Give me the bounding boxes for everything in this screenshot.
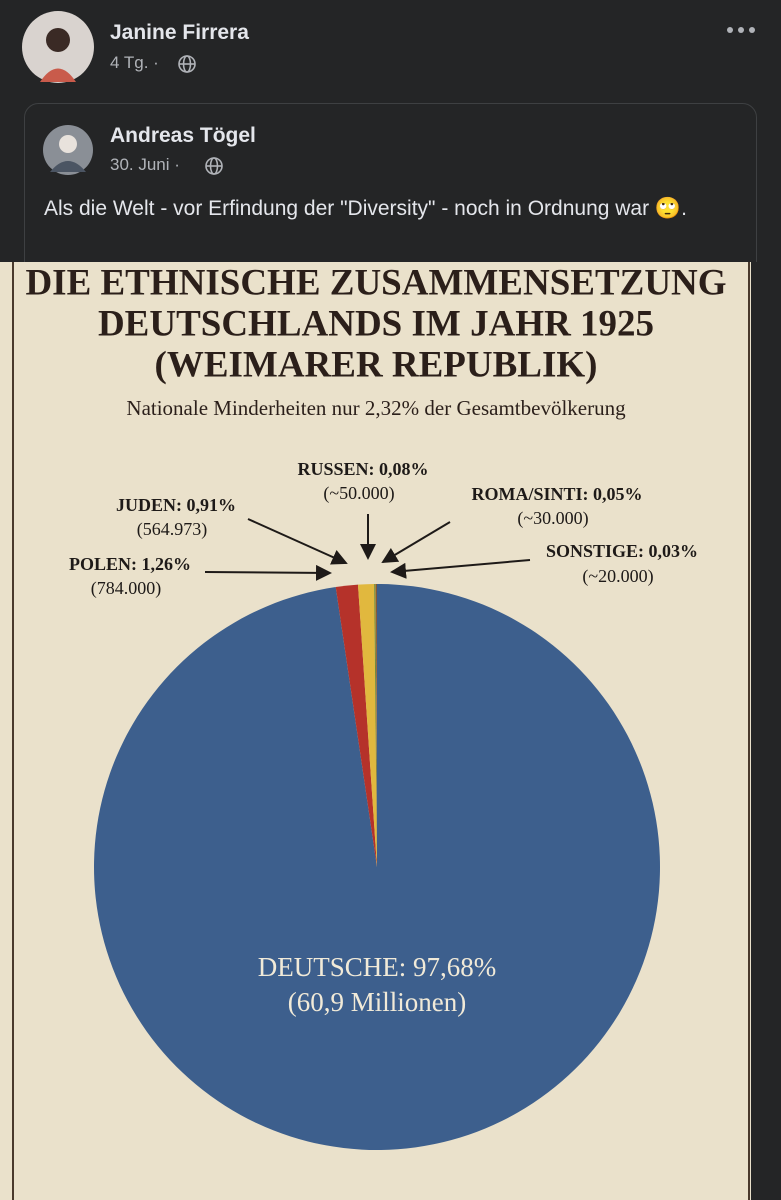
avatar-figure [50,161,86,172]
more-dot [749,27,755,33]
slice-sublabel: (60,9 Millionen) [288,987,466,1017]
pie-slice [335,584,377,867]
chart-title: DIE ETHNISCHE ZUSAMMENSETZUNG [25,262,726,303]
avatar-figure [59,135,77,153]
pie-slice [94,584,661,1150]
slice-sublabel: (~30.000) [517,508,588,529]
shared-date[interactable]: 30. Juni · [110,155,180,174]
globe-icon [178,55,196,73]
date[interactable]: 30. Juni [110,155,170,174]
slice-sublabel: (~20.000) [582,566,653,587]
pie-slice [357,584,377,867]
chart: DIE ETHNISCHE ZUSAMMENSETZUNG DEUTSCHLAN… [0,262,781,1200]
slice-label: POLEN: 1,26% [69,554,191,574]
slice-label: DEUTSCHE: 97,68% [258,952,497,982]
slice-sublabel: (564.973) [137,519,208,540]
slice-label: ROMA/SINTI: 0,05% [471,484,642,504]
post-time[interactable]: 4 Tg. · [110,53,159,72]
slice-sublabel: (~50.000) [323,483,394,504]
slice-label: JUDEN: 0,91% [116,495,236,515]
chart-subtitle: Nationale Minderheiten nur 2,32% der Ges… [126,396,626,420]
more-dot[interactable] [727,27,733,33]
page-edge [751,262,781,1200]
slice-label: RUSSEN: 0,08% [297,459,428,479]
header-graphics [22,11,757,262]
author-name[interactable]: Janine Firrera [110,21,249,44]
pie-slice [374,584,377,867]
chart-title: (WEIMARER REPUBLIK) [155,344,598,385]
slice-label: SONSTIGE: 0,03% [546,541,698,561]
pie-slice [375,584,377,867]
slice-sublabel: (784.000) [91,578,162,599]
avatar-figure [46,28,70,52]
shared-author[interactable]: Andreas Tögel [110,124,256,147]
avatar-figure [40,68,76,82]
more-dot [738,27,744,33]
post-text: Als die Welt - vor Erfindung der "Divers… [44,197,687,220]
chart-title: DEUTSCHLANDS IM JAHR 1925 [98,303,654,344]
pie-slice [376,584,377,867]
shared-card [24,103,757,262]
arrows [204,514,531,581]
time[interactable]: 4 Tg. [110,53,149,72]
globe-icon [205,157,223,175]
